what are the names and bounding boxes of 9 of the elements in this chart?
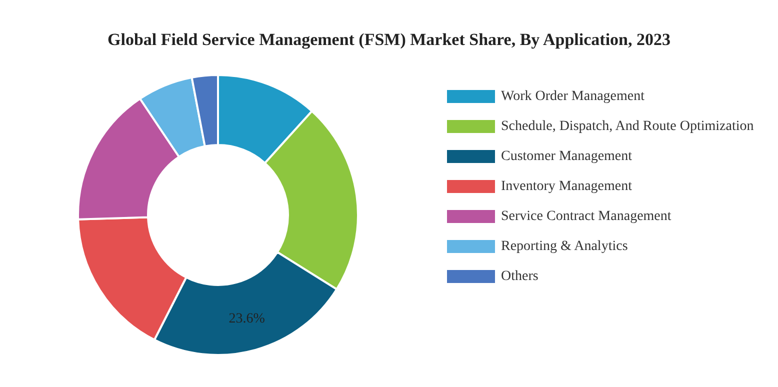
legend-label: Customer Management [501, 149, 632, 164]
legend-label: Schedule, Dispatch, And Route Optimization [501, 119, 754, 134]
legend-label: Others [501, 269, 538, 284]
legend-label: Service Contract Management [501, 209, 672, 224]
chart-title: Global Field Service Management (FSM) Market Share, By Application, 2023 [107, 30, 671, 49]
legend-label: Reporting & Analytics [501, 239, 628, 254]
data-label: 23.6% [228, 312, 266, 327]
legend-label: Work Order Management [501, 89, 645, 104]
legend-label: Inventory Management [501, 179, 632, 194]
